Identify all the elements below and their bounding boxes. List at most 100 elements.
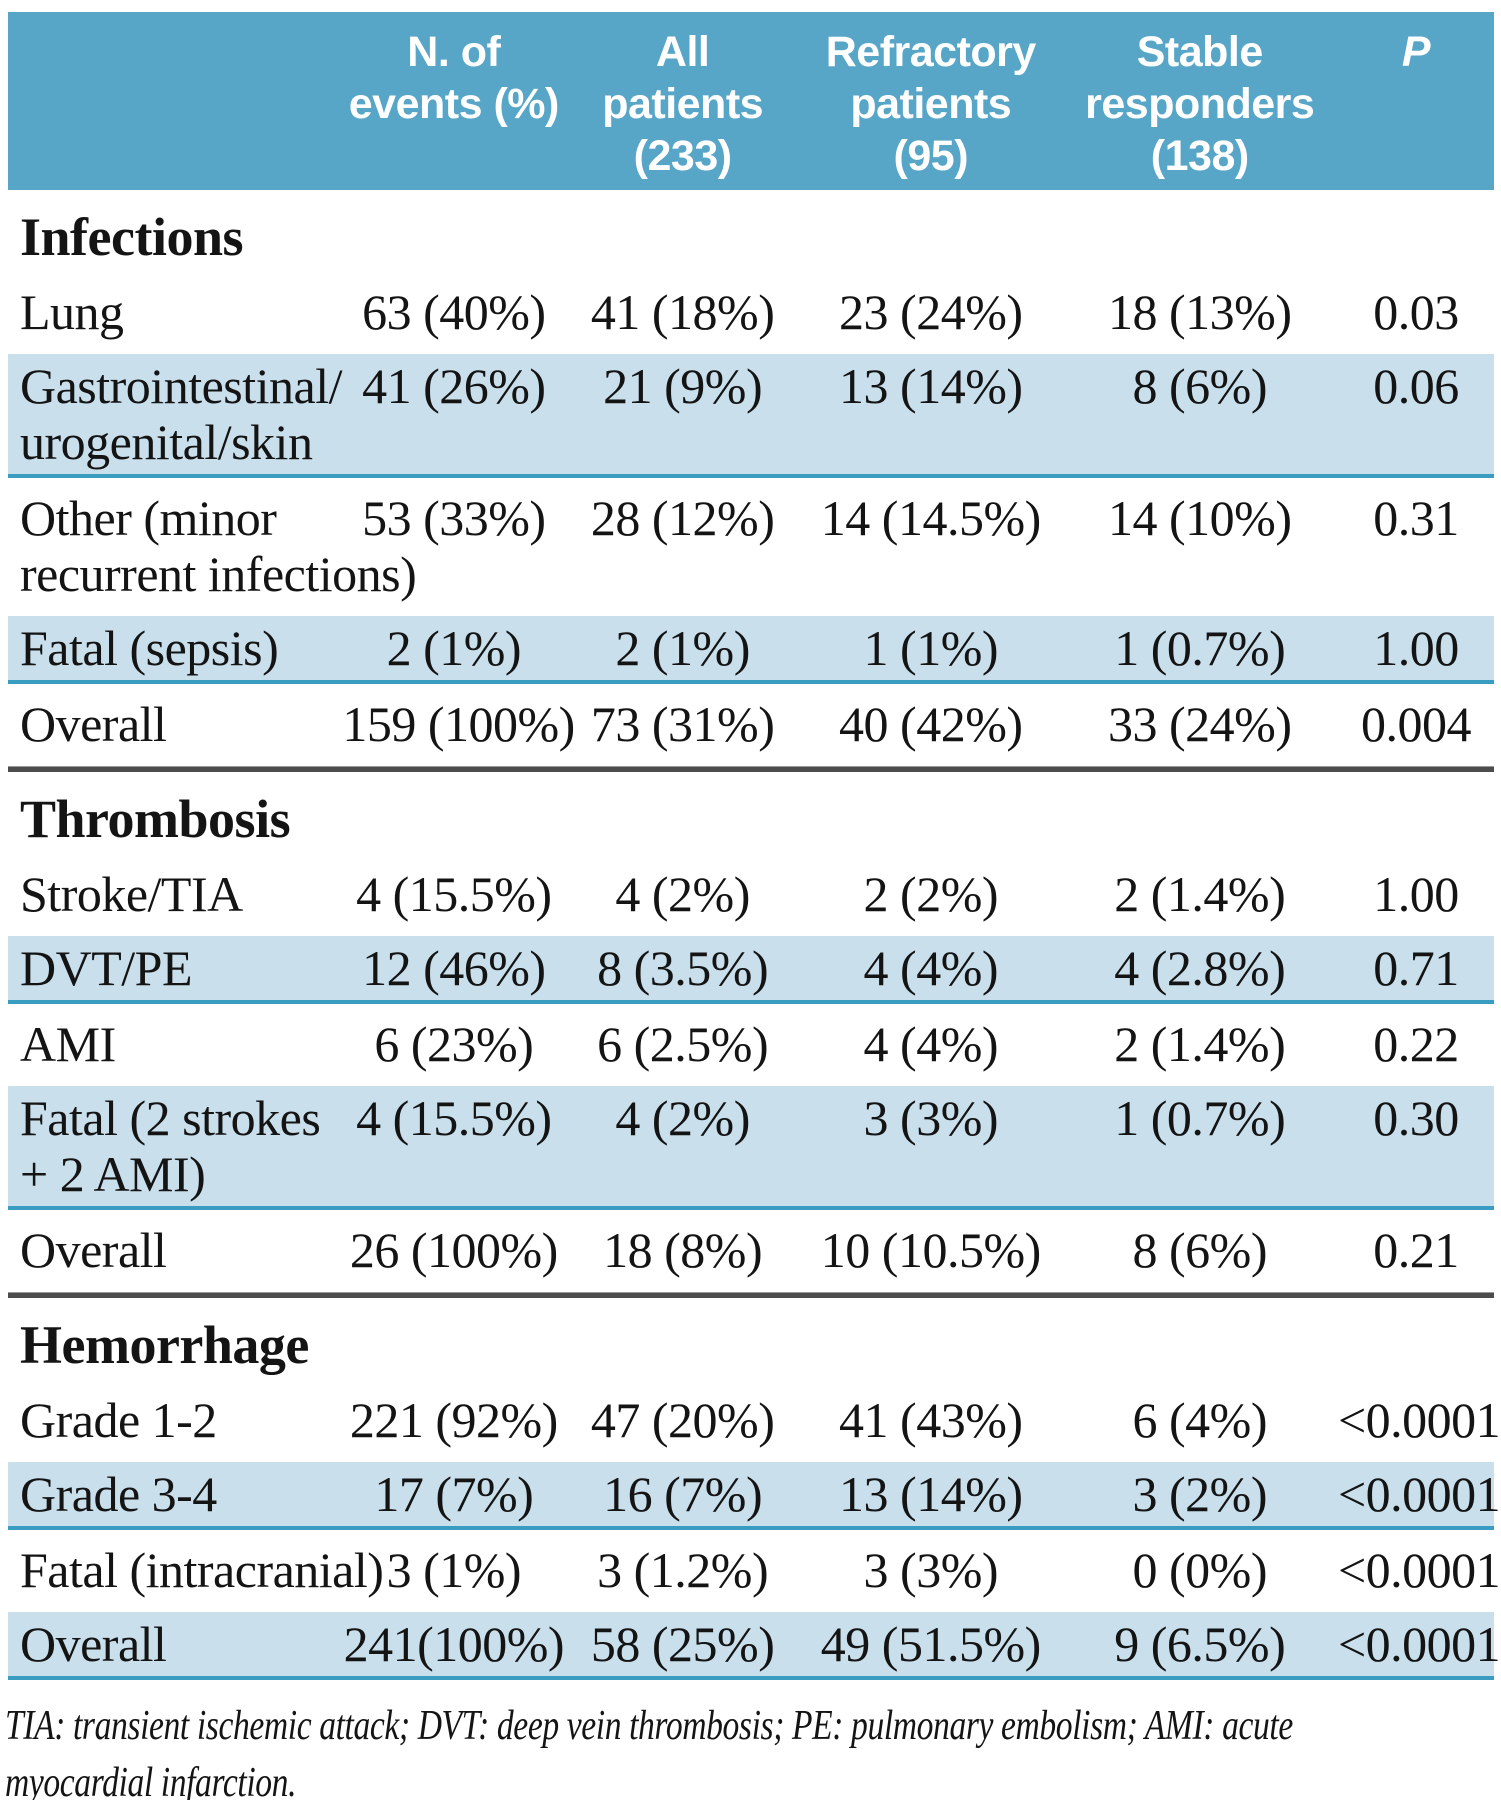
cell-all-patients: 4 (2%) <box>615 866 750 922</box>
column-header-n-events: N. of events (%) <box>348 28 560 128</box>
adverse-events-table: N. of events (%) All patients (233) Refr… <box>5 12 1501 1800</box>
cell-n-events: 53 (33%) <box>362 490 546 546</box>
cell-n-events: 3 (1%) <box>386 1542 522 1598</box>
table-row-fatal-intracranial: Fatal (intracranial) 3 (1%) 3 (1.2%) 3 (… <box>8 1530 1501 1612</box>
cell-stable: 1 (0.7%) <box>1114 620 1286 676</box>
cell-stable: 33 (24%) <box>1108 696 1292 752</box>
cell-p-value: 1.00 <box>1373 620 1459 676</box>
cell-stable: 3 (2%) <box>1132 1466 1268 1522</box>
section-title-hemorrhage: Hemorrhage <box>20 1315 309 1375</box>
cell-all-patients: 16 (7%) <box>603 1466 763 1522</box>
cell-p-value: <0.0001 <box>1337 1466 1501 1522</box>
cell-refractory: 14 (14.5%) <box>820 490 1041 546</box>
section-divider <box>8 766 1494 772</box>
cell-all-patients: 6 (2.5%) <box>597 1016 769 1072</box>
row-label: Gastrointestinal/ urogenital/skin <box>20 358 343 470</box>
cell-all-patients: 4 (2%) <box>615 1090 750 1146</box>
cell-refractory: 3 (3%) <box>863 1090 999 1146</box>
cell-p-value: 0.22 <box>1373 1016 1459 1072</box>
row-label: Overall <box>20 1616 167 1672</box>
cell-all-patients: 18 (8%) <box>603 1222 763 1278</box>
cell-n-events: 221 (92%) <box>349 1392 558 1448</box>
cell-all-patients: 58 (25%) <box>590 1616 775 1672</box>
row-label: Grade 1-2 <box>20 1392 217 1448</box>
cell-p-value: 1.00 <box>1373 866 1459 922</box>
section-divider <box>8 1292 1494 1298</box>
table-row-grade-3-4: Grade 3-4 17 (7%) 16 (7%) 13 (14%) 3 (2%… <box>8 1462 1501 1530</box>
table-row-thrombosis-overall: Overall 26 (100%) 18 (8%) 10 (10.5%) 8 (… <box>8 1210 1494 1292</box>
table-row-dvt-pe: DVT/PE 12 (46%) 8 (3.5%) 4 (4%) 4 (2.8%)… <box>8 936 1494 1004</box>
cell-p-value: 0.03 <box>1373 284 1459 340</box>
cell-all-patients: 28 (12%) <box>590 490 775 546</box>
table-row-ami: AMI 6 (23%) 6 (2.5%) 4 (4%) 2 (1.4%) 0.2… <box>8 1004 1494 1086</box>
cell-p-value: 0.31 <box>1373 490 1459 546</box>
cell-refractory: 2 (2%) <box>863 866 999 922</box>
cell-all-patients: 47 (20%) <box>590 1392 775 1448</box>
cell-n-events: 6 (23%) <box>374 1016 534 1072</box>
cell-stable: 4 (2.8%) <box>1114 940 1286 996</box>
cell-refractory: 41 (43%) <box>839 1392 1023 1448</box>
cell-n-events: 159 (100%) <box>342 696 575 752</box>
row-label: DVT/PE <box>20 940 193 996</box>
cell-refractory: 49 (51.5%) <box>820 1616 1041 1672</box>
table-footnote: TIA: transient ischemic attack; DVT: dee… <box>5 1703 1293 1800</box>
cell-refractory: 4 (4%) <box>863 1016 999 1072</box>
cell-n-events: 241(100%) <box>343 1616 565 1672</box>
row-label: Fatal (2 strokes + 2 AMI) <box>20 1090 321 1202</box>
cell-stable: 6 (4%) <box>1132 1392 1268 1448</box>
cell-refractory: 4 (4%) <box>863 940 999 996</box>
cell-p-value: <0.0001 <box>1337 1392 1501 1448</box>
row-label: Other (minor recurrent infections) <box>20 490 417 602</box>
row-label: Overall <box>20 696 167 752</box>
cell-n-events: 4 (15.5%) <box>356 866 552 922</box>
cell-stable: 14 (10%) <box>1108 490 1292 546</box>
cell-stable: 18 (13%) <box>1108 284 1292 340</box>
cell-p-value: <0.0001 <box>1337 1542 1501 1598</box>
column-header-all-patients: All patients (233) <box>602 28 764 180</box>
row-label: Fatal (intracranial) <box>20 1542 384 1598</box>
cell-n-events: 12 (46%) <box>362 940 546 996</box>
row-label: Grade 3-4 <box>20 1466 217 1522</box>
cell-refractory: 23 (24%) <box>839 284 1023 340</box>
row-label: Stroke/TIA <box>20 866 243 922</box>
table-row-infections-overall: Overall 159 (100%) 73 (31%) 40 (42%) 33 … <box>8 684 1494 766</box>
cell-all-patients: 2 (1%) <box>615 620 750 676</box>
table-row-fatal-sepsis: Fatal (sepsis) 2 (1%) 2 (1%) 1 (1%) 1 (0… <box>8 616 1494 684</box>
cell-all-patients: 3 (1.2%) <box>597 1542 769 1598</box>
cell-refractory: 10 (10.5%) <box>820 1222 1041 1278</box>
cell-stable: 2 (1.4%) <box>1114 1016 1286 1072</box>
table-header: N. of events (%) All patients (233) Refr… <box>8 12 1494 190</box>
column-header-stable-responders: Stable responders (138) <box>1085 28 1315 180</box>
cell-n-events: 63 (40%) <box>362 284 546 340</box>
cell-refractory: 13 (14%) <box>839 358 1023 414</box>
cell-all-patients: 73 (31%) <box>590 696 775 752</box>
cell-all-patients: 41 (18%) <box>590 284 775 340</box>
row-label: AMI <box>20 1016 116 1072</box>
column-header-p-value: P <box>1401 28 1431 76</box>
cell-n-events: 2 (1%) <box>386 620 522 676</box>
cell-all-patients: 8 (3.5%) <box>597 940 769 996</box>
cell-stable: 1 (0.7%) <box>1114 1090 1286 1146</box>
row-label: Fatal (sepsis) <box>20 620 279 676</box>
section-title-thrombosis: Thrombosis <box>20 789 291 849</box>
cell-stable: 8 (6%) <box>1132 1222 1268 1278</box>
cell-stable: 2 (1.4%) <box>1114 866 1286 922</box>
cell-p-value: <0.0001 <box>1337 1616 1501 1672</box>
cell-n-events: 4 (15.5%) <box>356 1090 552 1146</box>
table-row-stroke-tia: Stroke/TIA 4 (15.5%) 4 (2%) 2 (2%) 2 (1.… <box>8 854 1494 936</box>
cell-refractory: 40 (42%) <box>839 696 1023 752</box>
cell-p-value: 0.06 <box>1373 358 1459 414</box>
cell-n-events: 41 (26%) <box>362 358 546 414</box>
table-row-grade-1-2: Grade 1-2 221 (92%) 47 (20%) 41 (43%) 6 … <box>8 1380 1501 1462</box>
cell-p-value: 0.71 <box>1373 940 1459 996</box>
table-row-hemorrhage-overall: Overall 241(100%) 58 (25%) 49 (51.5%) 9 … <box>8 1612 1501 1680</box>
cell-p-value: 0.004 <box>1360 696 1472 752</box>
cell-n-events: 26 (100%) <box>349 1222 558 1278</box>
row-label: Overall <box>20 1222 167 1278</box>
column-header-refractory: Refractory patients (95) <box>825 28 1037 180</box>
cell-stable: 0 (0%) <box>1132 1542 1268 1598</box>
cell-p-value: 0.30 <box>1373 1090 1459 1146</box>
table-row-lung: Lung 63 (40%) 41 (18%) 23 (24%) 18 (13%)… <box>8 272 1494 354</box>
table-row-fatal-strokes-ami: Fatal (2 strokes + 2 AMI) 4 (15.5%) 4 (2… <box>8 1086 1494 1210</box>
cell-refractory: 1 (1%) <box>863 620 999 676</box>
